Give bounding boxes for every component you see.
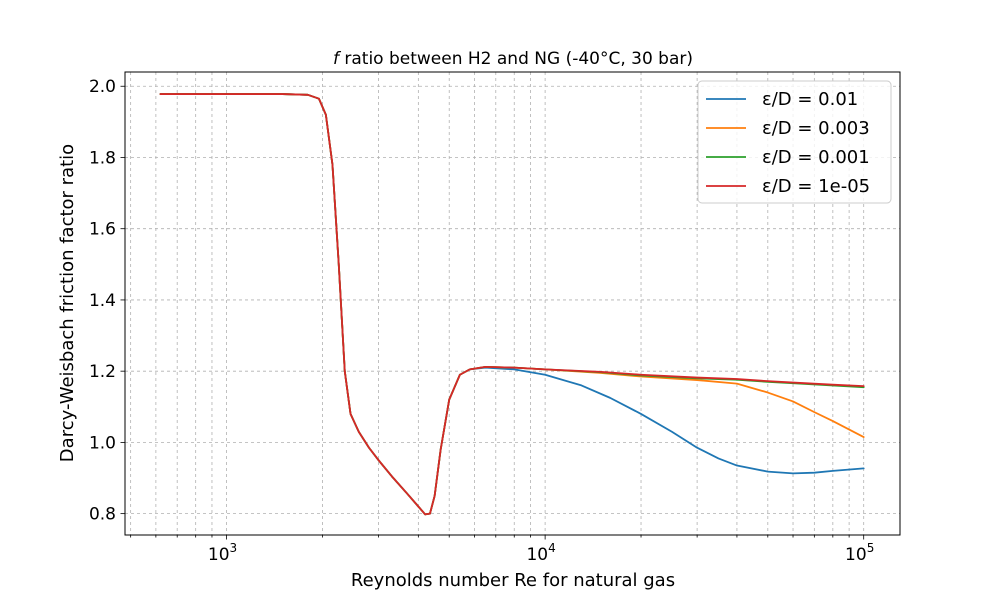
x-tick-base: 10: [526, 545, 548, 565]
chart-title: f ratio between H2 and NG (-40°C, 30 bar…: [333, 49, 693, 69]
legend-label-2: ε/D = 0.003: [762, 118, 870, 139]
y-tick-label: 0.8: [89, 505, 116, 525]
legend: ε/D = 0.01 ε/D = 0.003 ε/D = 0.001 ε/D = 1e…: [697, 80, 892, 204]
legend-label-3: ε/D = 0.001: [762, 147, 870, 168]
legend-box: [697, 80, 892, 204]
legend-label-1: ε/D = 0.01: [762, 89, 858, 110]
y-tick-label: 1.0: [89, 433, 116, 453]
chart-title-italic: f: [333, 49, 342, 69]
plot-area-frame: [124, 71, 901, 536]
x-tick-label: 103: [208, 541, 237, 565]
x-tick-exponent: 5: [867, 541, 875, 555]
x-tick-base: 10: [845, 545, 867, 565]
series-line-4: [159, 93, 865, 516]
x-tick-base: 10: [208, 545, 230, 565]
x-tick-exponent: 4: [548, 541, 556, 555]
y-tick-label: 2.0: [89, 77, 116, 97]
chart-title-rest: ratio between H2 and NG (-40°C, 30 bar): [339, 49, 693, 69]
x-tick-exponent: 3: [230, 541, 238, 555]
y-tick-label: 1.8: [89, 148, 116, 168]
y-tick-label: 1.2: [89, 362, 116, 382]
x-tick-label: 104: [526, 541, 555, 565]
y-tick-label: 1.6: [89, 220, 116, 240]
x-tick-label: 105: [845, 541, 874, 565]
grid: [125, 72, 900, 535]
plot-lines: [159, 93, 865, 516]
y-axis-label: Darcy-Weisbach friction factor ratio: [57, 144, 78, 462]
y-tick-label: 1.4: [89, 291, 116, 311]
legend-label-4: ε/D = 1e-05: [762, 176, 870, 197]
x-axis-label: Reynolds number Re for natural gas: [351, 570, 675, 591]
